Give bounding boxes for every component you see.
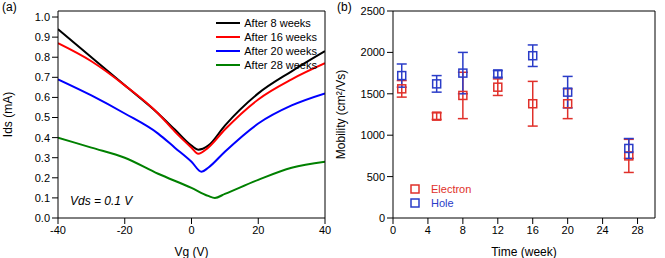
svg-text:0: 0 <box>188 224 194 236</box>
svg-text:-40: -40 <box>50 224 66 236</box>
svg-text:0.8: 0.8 <box>35 51 50 63</box>
svg-text:12: 12 <box>492 224 504 236</box>
html-text:Hole: Hole <box>431 197 454 209</box>
svg-text:20: 20 <box>252 224 264 236</box>
svg-text:0.1: 0.1 <box>35 192 50 204</box>
svg-text:0.5: 0.5 <box>35 111 50 123</box>
svg-text:20: 20 <box>562 224 574 236</box>
svg-text:1.0: 1.0 <box>35 11 50 23</box>
html-text:Electron: Electron <box>431 183 472 195</box>
html-text:After 16 weeks: After 16 weeks <box>244 31 317 43</box>
svg-text:0: 0 <box>379 212 385 224</box>
svg-text:Vg (V): Vg (V) <box>174 245 208 258</box>
svg-text:0: 0 <box>390 224 396 236</box>
svg-text:0.3: 0.3 <box>35 152 50 164</box>
html-text:(a): (a) <box>2 0 17 14</box>
svg-text:8: 8 <box>460 224 466 236</box>
svg-text:4: 4 <box>425 224 431 236</box>
svg-text:1000: 1000 <box>361 129 385 141</box>
svg-text:1500: 1500 <box>361 88 385 100</box>
svg-text:Time (week): Time (week) <box>491 245 557 258</box>
svg-text:0.2: 0.2 <box>35 172 50 184</box>
svg-text:0.7: 0.7 <box>35 71 50 83</box>
svg-text:0.0: 0.0 <box>35 212 50 224</box>
html-text:Vds = 0.1 V: Vds = 0.1 V <box>70 194 133 208</box>
svg-text:2000: 2000 <box>361 46 385 58</box>
svg-text:2500: 2500 <box>361 5 385 17</box>
html-text:After 20 weeks: After 20 weeks <box>244 45 317 57</box>
svg-text:500: 500 <box>367 171 385 183</box>
svg-text:24: 24 <box>596 224 608 236</box>
svg-text:-20: -20 <box>117 224 133 236</box>
html-text:After 8 weeks: After 8 weeks <box>244 17 311 29</box>
html-text:After 28 weeks: After 28 weeks <box>244 59 317 71</box>
svg-text:Ids (mA): Ids (mA) <box>8 92 15 137</box>
svg-text:0.9: 0.9 <box>35 31 50 43</box>
svg-text:40: 40 <box>319 224 331 236</box>
html-text:(b): (b) <box>337 0 352 14</box>
svg-text:28: 28 <box>631 224 643 236</box>
svg-text:16: 16 <box>527 224 539 236</box>
svg-text:Mobility (cm²/Vs): Mobility (cm²/Vs) <box>335 70 348 159</box>
svg-text:0.4: 0.4 <box>35 132 50 144</box>
svg-text:0.6: 0.6 <box>35 91 50 103</box>
